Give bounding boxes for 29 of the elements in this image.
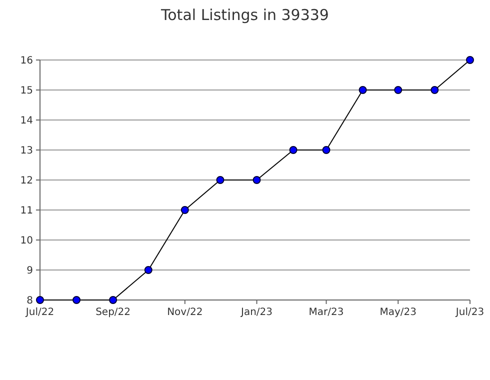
y-tick-label: 10 <box>20 236 33 246</box>
x-tick-label: Mar/23 <box>308 307 344 318</box>
x-tick-label: Sep/22 <box>96 307 131 318</box>
x-tick-label: Jul/22 <box>24 307 54 318</box>
point <box>394 86 402 94</box>
x-tick-label: May/23 <box>380 307 417 318</box>
y-tick-label: 8 <box>26 296 33 306</box>
y-tick-label: 13 <box>20 146 33 156</box>
point <box>144 266 152 274</box>
point <box>289 146 298 154</box>
point <box>180 206 189 214</box>
y-tick-label: 12 <box>20 176 33 186</box>
point <box>430 86 439 94</box>
chart-title: Total Listings in 39339 <box>160 6 329 24</box>
x-tick-label: Nov/22 <box>167 307 203 318</box>
x-tick-label: Jan/23 <box>240 307 273 318</box>
y-tick-label: 16 <box>20 56 33 66</box>
x-tick-label: Jul/23 <box>454 307 484 318</box>
point <box>72 296 81 304</box>
point <box>322 146 330 154</box>
point <box>252 176 261 184</box>
point <box>358 86 367 94</box>
y-tick-label: 15 <box>20 86 33 96</box>
point <box>466 56 474 64</box>
y-tick-label: 9 <box>26 266 33 276</box>
point <box>216 176 224 184</box>
y-tick-label: 11 <box>20 206 33 216</box>
point <box>109 296 118 304</box>
y-tick-label: 14 <box>20 116 33 126</box>
